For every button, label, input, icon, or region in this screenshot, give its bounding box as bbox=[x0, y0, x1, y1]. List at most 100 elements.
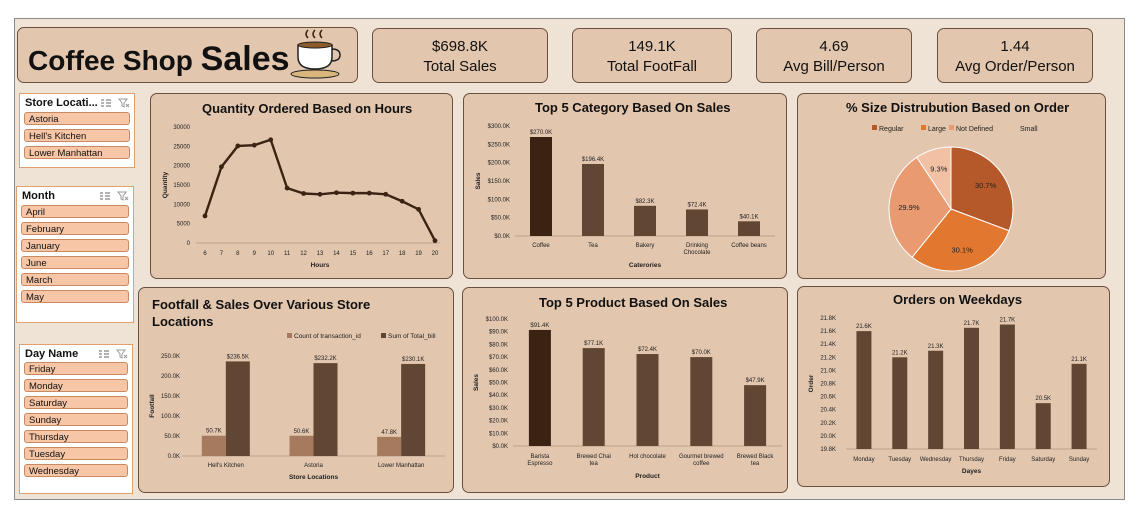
hours-x-axis-title: Hours bbox=[311, 262, 330, 269]
footfall-y-tick-label: 150.0K bbox=[161, 394, 180, 400]
pie-slice bbox=[950, 146, 1014, 232]
chart-title-category: Top 5 Category Based On Sales bbox=[535, 100, 731, 115]
slicer-day-name: Day Name Friday Monday Saturday Sunday T… bbox=[19, 344, 133, 494]
hours-point bbox=[301, 191, 306, 196]
category-y-tick-label: $100.0K bbox=[488, 197, 510, 203]
footfall-data-label: 47.8K bbox=[381, 430, 397, 436]
product-x-tick-label: Brewed Chai bbox=[577, 454, 611, 460]
category-y-axis-title: Sales bbox=[475, 172, 482, 189]
clear-filter-icon[interactable] bbox=[117, 191, 129, 201]
category-bar bbox=[530, 137, 552, 236]
slicer-item-january[interactable]: January bbox=[21, 239, 129, 252]
product-y-tick-label: $20.0K bbox=[489, 419, 508, 425]
pie-slice bbox=[916, 146, 952, 211]
weekday-data-label: 21.1K bbox=[1071, 357, 1087, 363]
category-y-tick-label: $250.0K bbox=[488, 142, 510, 148]
footfall-bar bbox=[225, 361, 250, 456]
chart-title-footfall-1: Footfall & Sales Over Various Store bbox=[152, 297, 371, 312]
hours-x-tick-label: 14 bbox=[333, 251, 340, 257]
weekday-x-tick-label: Sunday bbox=[1069, 457, 1089, 463]
slicer-item-wednesday[interactable]: Wednesday bbox=[24, 464, 128, 477]
multi-select-icon[interactable] bbox=[100, 98, 112, 108]
hours-point bbox=[366, 190, 372, 196]
pie-legend-swatch bbox=[872, 125, 877, 130]
product-data-label: $47.9K bbox=[746, 378, 765, 384]
clear-filter-icon[interactable] bbox=[118, 98, 130, 108]
clear-filter-icon[interactable] bbox=[116, 349, 128, 359]
slicer-item-february[interactable]: February bbox=[21, 222, 129, 235]
weekday-x-tick-label: Wednesday bbox=[920, 457, 952, 463]
product-y-axis-title: Sales bbox=[473, 374, 480, 391]
weekday-bar bbox=[1071, 363, 1087, 449]
product-bar bbox=[636, 354, 659, 446]
slicer-item-astoria[interactable]: Astoria bbox=[24, 112, 130, 125]
product-y-tick-label: $60.0K bbox=[489, 368, 508, 374]
footfall-data-label: 50.7K bbox=[206, 429, 222, 435]
category-y-tick-label: $300.0K bbox=[488, 124, 510, 130]
category-bar bbox=[634, 205, 656, 236]
weekday-y-tick-label: 21.8K bbox=[820, 316, 836, 322]
hours-x-tick-label: 18 bbox=[399, 251, 406, 257]
slicer-item-may[interactable]: May bbox=[21, 290, 129, 303]
kpi-total-sales: $698.8K Total Sales bbox=[372, 28, 548, 83]
product-data-label: $72.4K bbox=[638, 347, 657, 353]
weekday-bar bbox=[999, 324, 1015, 449]
weekday-y-tick-label: 21.2K bbox=[820, 355, 836, 361]
slicer-item-friday[interactable]: Friday bbox=[24, 362, 128, 375]
hours-point bbox=[350, 190, 356, 196]
hours-x-tick-label: 12 bbox=[300, 251, 307, 257]
category-y-tick-label: $0.0K bbox=[494, 234, 510, 240]
slicer-item-lower-manhattan[interactable]: Lower Manhattan bbox=[24, 146, 130, 159]
dashboard-title: Coffee Shop Sales bbox=[28, 40, 290, 78]
category-data-label: $270.0K bbox=[530, 130, 552, 136]
product-x-tick-label: Barista bbox=[531, 454, 550, 460]
slicer-item-sunday[interactable]: Sunday bbox=[24, 413, 128, 426]
product-x-axis-title: Product bbox=[635, 473, 660, 480]
kpi-total-footfall: 149.1K Total FootFall bbox=[572, 28, 732, 83]
slicer-month: Month April February January June March … bbox=[16, 186, 134, 323]
pie-data-label: 30.1% bbox=[951, 246, 973, 255]
footfall-x-tick-label: Astoria bbox=[304, 463, 323, 469]
coffee-cup-icon bbox=[290, 29, 341, 79]
footfall-y-tick-label: 100.0K bbox=[161, 414, 180, 420]
multi-select-icon[interactable] bbox=[99, 191, 111, 201]
weekday-y-tick-label: 21.4K bbox=[820, 342, 836, 348]
product-bar bbox=[744, 385, 767, 446]
product-y-tick-label: $0.0K bbox=[492, 444, 508, 450]
slicer-item-thursday[interactable]: Thursday bbox=[24, 430, 128, 443]
category-bar bbox=[738, 221, 760, 236]
weekday-bar bbox=[892, 357, 908, 449]
footfall-y-tick-label: 0.0K bbox=[168, 454, 180, 460]
hours-y-tick-label: 15000 bbox=[173, 183, 190, 189]
hours-x-tick-label: 16 bbox=[366, 251, 373, 257]
footfall-bar bbox=[401, 363, 426, 456]
kpi-value: 1.44 bbox=[1000, 38, 1030, 55]
slicer-item-april[interactable]: April bbox=[21, 205, 129, 218]
slicer-item-june[interactable]: June bbox=[21, 256, 129, 269]
category-x-tick-label: Coffee beans bbox=[731, 243, 767, 249]
hours-point bbox=[202, 213, 208, 219]
product-bar bbox=[582, 348, 605, 446]
chart-panel-hours bbox=[150, 93, 453, 279]
slicer-item-monday[interactable]: Monday bbox=[24, 379, 128, 392]
hours-point bbox=[432, 238, 438, 244]
slicer-item-march[interactable]: March bbox=[21, 273, 129, 286]
weekday-x-tick-label: Tuesday bbox=[888, 457, 911, 463]
hours-x-tick-label: 7 bbox=[220, 251, 224, 257]
footfall-legend-label: Sum of Total_bill bbox=[388, 333, 436, 340]
slicer-header: Day Name bbox=[25, 348, 79, 360]
pie-legend-label: Large bbox=[928, 126, 946, 133]
slicer-item-hells-kitchen[interactable]: Hell's Kitchen bbox=[24, 129, 130, 142]
hours-point bbox=[268, 137, 274, 143]
kpi-avg-bill: 4.69 Avg Bill/Person bbox=[756, 28, 912, 83]
slicer-item-saturday[interactable]: Saturday bbox=[24, 396, 128, 409]
product-data-label: $77.1K bbox=[584, 341, 603, 347]
weekday-y-tick-label: 20.8K bbox=[820, 382, 836, 388]
category-data-label: $40.1K bbox=[739, 214, 758, 220]
product-y-tick-label: $70.0K bbox=[489, 355, 508, 361]
slicer-store-location: Store Locati... Astoria Hell's Kitchen L… bbox=[19, 93, 135, 168]
slicer-item-tuesday[interactable]: Tuesday bbox=[24, 447, 128, 460]
hours-point bbox=[219, 164, 224, 170]
product-bar bbox=[690, 357, 713, 446]
multi-select-icon[interactable] bbox=[98, 349, 110, 359]
